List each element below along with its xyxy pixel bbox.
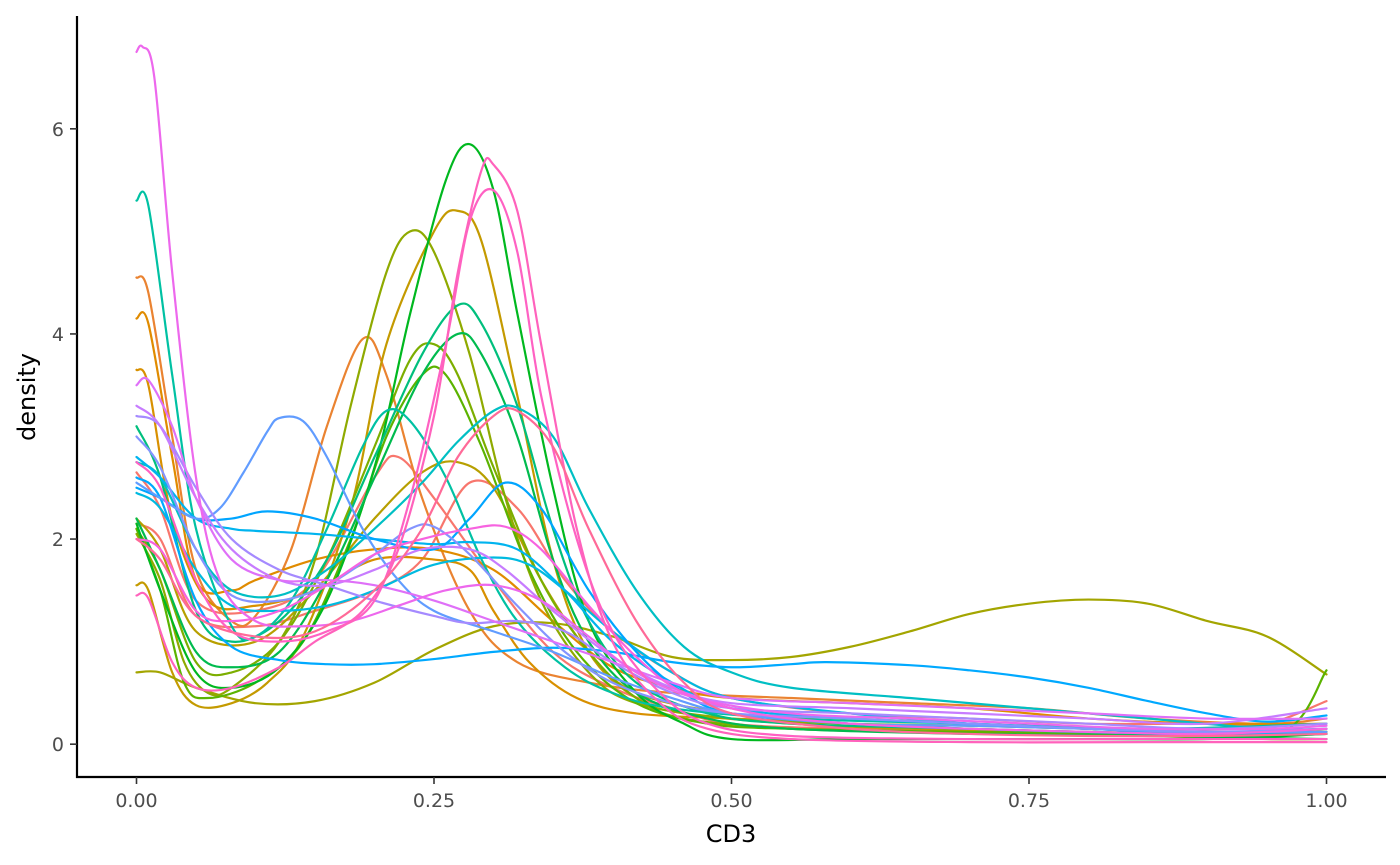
density-line-12: [135, 142, 1328, 742]
y-tick-label: 2: [52, 529, 64, 551]
density-line-6: [135, 209, 1328, 736]
density-line-30: [135, 407, 1328, 738]
density-line-16: [135, 404, 1328, 731]
x-tick-label: 1.00: [1305, 790, 1347, 812]
density-line-11: [135, 365, 1328, 740]
density-line-29: [135, 156, 1328, 744]
density-line-25: [135, 376, 1328, 721]
x-tick-label: 0.50: [710, 790, 752, 812]
y-axis-title: density: [13, 353, 41, 441]
x-tick-label: 0.75: [1008, 790, 1050, 812]
axes-layer: [75, 16, 1386, 779]
density-line-13: [135, 332, 1328, 741]
density-line-27: [135, 524, 1328, 736]
density-line-3: [135, 275, 1328, 725]
density-line-18: [135, 455, 1328, 736]
density-line-7: [135, 460, 1328, 734]
y-tick-label: 6: [52, 119, 64, 141]
x-tick-label: 0.25: [413, 790, 455, 812]
y-tick-label: 4: [52, 324, 64, 346]
density-line-24: [135, 404, 1328, 726]
x-axis-title: CD3: [706, 820, 757, 848]
x-tick-label: 0.00: [115, 790, 157, 812]
density-line-9: [135, 229, 1328, 734]
density-line-15: [135, 190, 1328, 730]
density-line-2: [135, 454, 1328, 738]
density-line-23: [135, 414, 1328, 730]
density-line-21: [135, 415, 1328, 734]
density-line-22: [135, 435, 1328, 733]
density-line-19: [135, 476, 1328, 723]
density-line-28: [135, 188, 1328, 741]
ticks-layer: 0.00 0.25 0.50 0.75 1.00 0 2 4 6: [52, 119, 1348, 812]
density-line-8: [135, 598, 1328, 706]
series-layer: [135, 44, 1328, 744]
density-line-26: [135, 44, 1328, 731]
density-line-10: [135, 342, 1328, 741]
density-line-5: [135, 368, 1328, 736]
y-tick-label: 0: [52, 734, 64, 756]
